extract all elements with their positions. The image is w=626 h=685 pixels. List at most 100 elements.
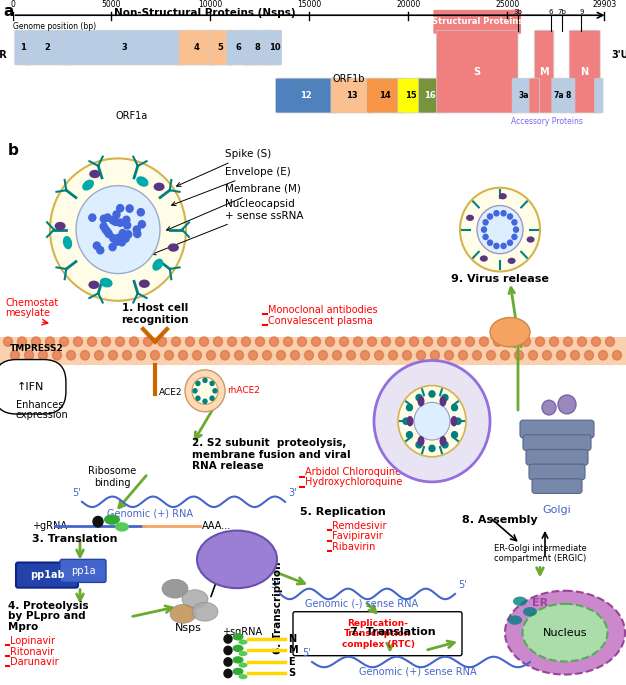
Circle shape	[196, 382, 200, 386]
Circle shape	[458, 351, 468, 360]
Circle shape	[398, 386, 466, 457]
Circle shape	[110, 216, 116, 224]
Text: N: N	[581, 66, 588, 77]
Circle shape	[515, 351, 523, 360]
Circle shape	[150, 351, 160, 360]
Circle shape	[178, 351, 188, 360]
Circle shape	[116, 205, 124, 212]
Circle shape	[81, 351, 90, 360]
Circle shape	[512, 234, 517, 240]
Text: a: a	[4, 5, 14, 19]
FancyBboxPatch shape	[569, 30, 600, 113]
Text: Envelope (E): Envelope (E)	[172, 167, 290, 206]
Circle shape	[290, 351, 299, 360]
Text: 3'UTR: 3'UTR	[612, 50, 626, 60]
Circle shape	[109, 243, 116, 251]
Circle shape	[451, 432, 458, 438]
Text: RdRP: RdRP	[220, 563, 254, 573]
Text: 10000: 10000	[198, 0, 223, 10]
Circle shape	[116, 337, 125, 347]
Text: mesylate: mesylate	[5, 308, 50, 319]
Circle shape	[133, 226, 140, 234]
Ellipse shape	[232, 645, 244, 652]
Circle shape	[93, 242, 100, 249]
Circle shape	[210, 382, 214, 386]
Text: 3': 3'	[288, 488, 297, 497]
Text: ER: ER	[532, 598, 548, 608]
Text: Monoclonal antibodies: Monoclonal antibodies	[268, 306, 377, 315]
Circle shape	[381, 337, 391, 347]
Text: 5000: 5000	[102, 0, 121, 10]
Text: +gRNA: +gRNA	[32, 521, 67, 531]
FancyBboxPatch shape	[267, 30, 282, 65]
Text: 3a: 3a	[518, 91, 528, 100]
Ellipse shape	[523, 607, 537, 616]
Circle shape	[480, 337, 488, 347]
FancyBboxPatch shape	[275, 78, 337, 113]
Ellipse shape	[490, 318, 530, 347]
Circle shape	[451, 337, 461, 347]
Circle shape	[438, 337, 446, 347]
Circle shape	[501, 243, 506, 249]
Ellipse shape	[418, 396, 424, 406]
Circle shape	[550, 337, 558, 347]
Circle shape	[409, 337, 419, 347]
Text: Membrane (M): Membrane (M)	[167, 184, 301, 230]
Circle shape	[136, 351, 145, 360]
Text: 6: 6	[235, 43, 241, 52]
Ellipse shape	[82, 179, 94, 190]
Circle shape	[488, 240, 493, 245]
Text: N: N	[288, 634, 296, 644]
Text: RNA release: RNA release	[192, 461, 264, 471]
Circle shape	[598, 351, 607, 360]
Circle shape	[39, 351, 48, 360]
FancyBboxPatch shape	[26, 30, 69, 65]
Circle shape	[123, 216, 130, 223]
Circle shape	[521, 337, 530, 347]
Text: Lopinavir: Lopinavir	[10, 636, 55, 646]
Circle shape	[501, 211, 506, 216]
Circle shape	[118, 238, 125, 246]
Circle shape	[200, 337, 208, 347]
Text: 12: 12	[300, 91, 312, 100]
Ellipse shape	[239, 640, 247, 645]
Circle shape	[347, 351, 356, 360]
Text: 3. Translation: 3. Translation	[32, 534, 118, 544]
Ellipse shape	[513, 597, 527, 606]
Ellipse shape	[239, 662, 247, 668]
Text: Nucleus: Nucleus	[543, 627, 587, 638]
Circle shape	[403, 418, 409, 424]
FancyBboxPatch shape	[0, 338, 626, 364]
Circle shape	[297, 337, 307, 347]
Circle shape	[486, 351, 496, 360]
Text: M: M	[288, 645, 297, 656]
FancyBboxPatch shape	[260, 30, 274, 65]
Circle shape	[339, 337, 349, 347]
Circle shape	[374, 351, 384, 360]
Text: b: b	[8, 142, 19, 158]
Ellipse shape	[115, 522, 129, 532]
Text: 0: 0	[10, 0, 15, 10]
Circle shape	[93, 516, 103, 527]
Ellipse shape	[104, 514, 120, 525]
Circle shape	[110, 234, 116, 242]
Text: 8. Assembly: 8. Assembly	[462, 514, 538, 525]
Ellipse shape	[439, 396, 446, 406]
Circle shape	[193, 351, 202, 360]
Circle shape	[444, 351, 453, 360]
Circle shape	[196, 396, 200, 400]
Circle shape	[227, 337, 237, 347]
FancyBboxPatch shape	[512, 78, 535, 113]
Circle shape	[116, 219, 123, 226]
Circle shape	[126, 205, 133, 212]
Circle shape	[123, 351, 131, 360]
Circle shape	[332, 351, 342, 360]
Text: Remdesivir: Remdesivir	[332, 521, 386, 531]
Text: 6: 6	[549, 9, 553, 15]
Ellipse shape	[406, 416, 414, 427]
Text: 13: 13	[346, 91, 357, 100]
Text: Ribosome
binding: Ribosome binding	[88, 466, 136, 488]
FancyBboxPatch shape	[249, 30, 267, 65]
Text: 2: 2	[44, 43, 50, 52]
Ellipse shape	[526, 236, 535, 242]
